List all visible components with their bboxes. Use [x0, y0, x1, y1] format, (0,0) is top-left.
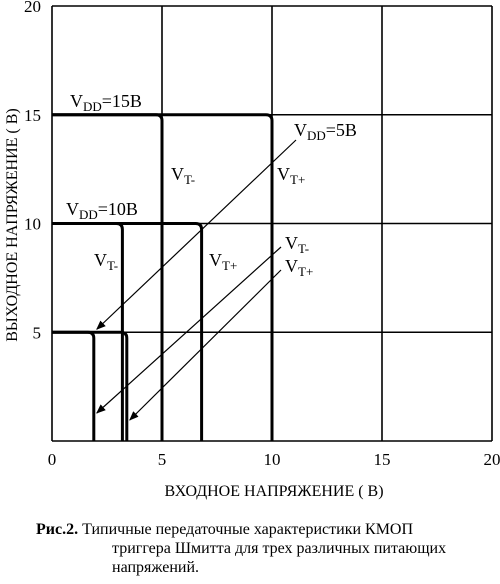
- curve-vt-minus: [52, 113, 164, 441]
- transfer-curves: [52, 113, 274, 441]
- x-tick-label: 0: [48, 450, 57, 469]
- label-vt-plus-10: VT+: [209, 250, 237, 273]
- x-tick-label: 20: [484, 450, 500, 469]
- curve-vt-plus: [52, 113, 274, 441]
- annotation-arrow: [129, 269, 282, 421]
- figure-caption: Рис.2. Типичные передаточные характерист…: [36, 520, 496, 577]
- y-tick-label: 5: [33, 323, 42, 342]
- caption-label: Рис.2.: [36, 521, 79, 538]
- label-vt-plus-15: VT+: [277, 164, 305, 187]
- tick-labels: 0 5 10 15 20 5 10 15 20: [24, 0, 500, 469]
- curve-vt-minus: [52, 330, 96, 441]
- caption-line-3: напряжений.: [112, 559, 200, 576]
- label-vt-minus-5: VT-: [285, 233, 309, 256]
- caption-line-1: Типичные передаточные характеристики КМО…: [82, 521, 414, 538]
- x-tick-label: 10: [264, 450, 281, 469]
- y-axis-label: ВЫХОДНОЕ НАПРЯЖЕНИЕ ( В): [4, 108, 21, 341]
- x-tick-label: 5: [158, 450, 167, 469]
- label-vdd-15: VDD=15В: [70, 91, 142, 114]
- label-vt-minus-10: VT-: [94, 250, 118, 273]
- annotation-arrows: [96, 139, 297, 421]
- x-axis-label: ВХОДНОЕ НАПРЯЖЕНИЕ ( В): [164, 483, 383, 500]
- caption-line-2: триггера Шмитта для трех различных питаю…: [112, 540, 447, 557]
- y-tick-label: 15: [24, 106, 41, 125]
- label-vdd-5: VDD=5В: [294, 120, 357, 143]
- annotation-arrow: [96, 246, 282, 414]
- label-vt-minus-15: VT-: [171, 164, 195, 187]
- annotation-arrow: [96, 139, 297, 330]
- x-tick-label: 15: [374, 450, 391, 469]
- curve-vt-plus: [52, 330, 129, 441]
- label-vt-plus-5: VT+: [285, 256, 313, 279]
- y-tick-label: 10: [24, 215, 41, 234]
- label-vdd-10: VDD=10В: [66, 199, 138, 222]
- y-tick-label: 20: [24, 0, 41, 16]
